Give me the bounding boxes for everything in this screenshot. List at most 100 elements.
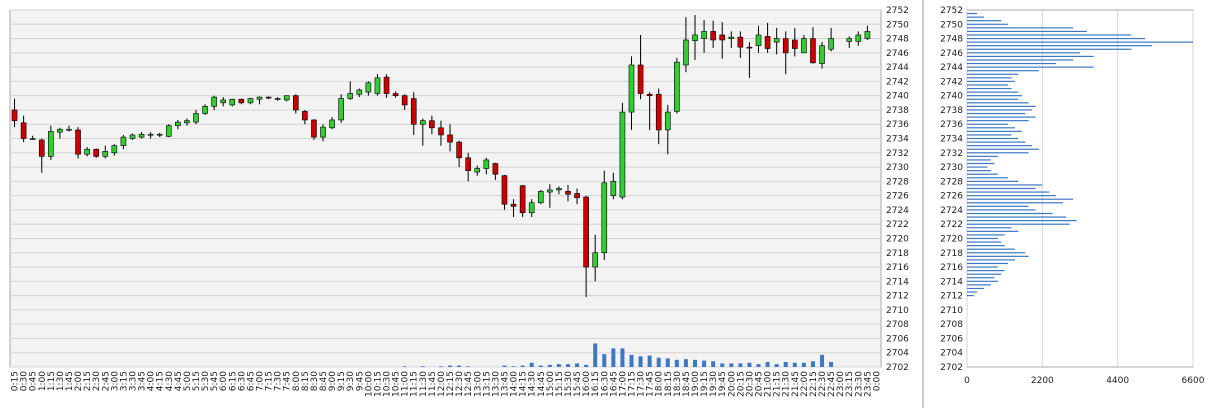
time-tick-label: 10:45 <box>392 371 402 397</box>
profile-price-tick-label: 2740 <box>940 92 963 102</box>
profile-bar <box>967 216 1067 218</box>
time-tick-label: 7:45 <box>283 371 293 391</box>
profile-bar <box>967 95 1022 97</box>
time-tick-label: 3:30 <box>128 371 138 391</box>
time-tick-label: 2:30 <box>92 371 102 391</box>
time-tick-label: 23:00 <box>836 371 846 397</box>
candle-body <box>628 64 635 113</box>
candle-body <box>483 159 490 169</box>
profile-price-tick-label: 2726 <box>940 192 963 202</box>
time-tick-label: 4:45 <box>174 371 184 391</box>
time-tick-label: 22:15 <box>809 371 819 397</box>
time-tick-label: 1:30 <box>56 371 66 391</box>
profile-bar <box>967 77 1012 79</box>
volume-bar <box>702 360 707 367</box>
volume-bar <box>792 362 797 367</box>
candle-body <box>755 34 762 47</box>
profile-bar <box>967 202 1063 204</box>
time-tick-label: 17:15 <box>627 371 637 397</box>
volume-bar <box>738 363 743 367</box>
candle-body <box>864 31 871 39</box>
time-tick-label: 17:00 <box>618 371 628 397</box>
time-tick-label: 4:00 <box>147 371 157 391</box>
time-tick-label: 3:00 <box>110 371 120 391</box>
candle-body <box>175 121 181 126</box>
profile-bar <box>967 30 1087 33</box>
profile-bar <box>967 291 978 293</box>
candle-body <box>664 111 671 131</box>
time-tick-label: 6:45 <box>246 371 256 391</box>
time-tick-label: 17:30 <box>637 371 647 397</box>
time-tick-label: 15:30 <box>564 371 574 397</box>
profile-bar <box>967 84 1009 86</box>
time-tick-label: 4:30 <box>165 371 175 391</box>
time-tick-label: 10:30 <box>383 371 393 397</box>
profile-bar <box>967 170 991 172</box>
time-tick-label: 23:30 <box>854 371 864 397</box>
time-tick-label: 18:45 <box>682 371 692 397</box>
profile-bar <box>967 137 1019 140</box>
candle-body <box>147 133 154 136</box>
profile-bar <box>967 230 1019 232</box>
time-tick-label: 15:15 <box>555 371 565 397</box>
profile-bar <box>967 141 1026 143</box>
volume-bar <box>457 365 462 367</box>
volume-bar <box>720 363 725 367</box>
candle-body <box>392 93 399 96</box>
profile-bar <box>967 198 1074 200</box>
time-tick-label: 20:30 <box>745 371 755 397</box>
time-tick-label: 9:00 <box>328 371 338 391</box>
time-tick-label: 1:15 <box>47 371 57 391</box>
profile-price-tick-label: 2746 <box>940 49 963 59</box>
time-tick-label: 20:45 <box>755 371 765 397</box>
candle-body <box>383 76 390 94</box>
candle-body <box>556 188 562 191</box>
candle-body <box>211 96 217 107</box>
time-tick-label: 16:15 <box>591 371 601 397</box>
candle-body <box>57 128 63 133</box>
time-tick-label: 5:45 <box>210 371 220 391</box>
time-tick-label: 12:30 <box>455 371 465 397</box>
profile-price-tick-label: 2714 <box>940 277 963 287</box>
profile-bar <box>967 180 1019 182</box>
price-tick-label: 2726 <box>886 192 909 202</box>
volume-bar <box>774 364 779 367</box>
time-tick-label: 2:00 <box>74 371 84 391</box>
profile-price-tick-label: 2744 <box>940 63 963 73</box>
candle-body <box>782 38 789 54</box>
volume-bar <box>402 366 407 367</box>
volume-bar <box>529 362 534 367</box>
time-tick-label: 9:30 <box>346 371 356 391</box>
profile-bar <box>967 166 988 168</box>
profile-bar <box>967 59 1074 61</box>
price-tick-label: 2750 <box>886 20 909 30</box>
candle-body <box>646 93 653 96</box>
time-tick-label: 18:15 <box>664 371 674 397</box>
profile-bar <box>967 187 1036 190</box>
time-tick-label: 17:45 <box>646 371 656 397</box>
volume-bar <box>765 362 770 367</box>
candle-body <box>165 125 172 137</box>
time-tick-label: 11:15 <box>410 371 420 397</box>
price-tick-label: 2714 <box>886 277 909 287</box>
time-tick-label: 5:00 <box>183 371 193 391</box>
profile-price-tick-label: 2734 <box>940 135 963 145</box>
time-tick-label: 11:00 <box>401 371 411 397</box>
profile-price-tick-label: 2738 <box>940 106 963 116</box>
candle-body <box>120 136 127 146</box>
candle-body <box>637 64 644 94</box>
candle-body <box>710 31 716 41</box>
profile-bar <box>967 34 1132 36</box>
time-tick-label: 19:30 <box>709 371 719 397</box>
time-tick-label: 12:00 <box>437 371 447 397</box>
volume-bar <box>511 366 516 367</box>
candle-body <box>619 111 626 198</box>
candle-body <box>274 98 281 100</box>
time-tick-label: 6:00 <box>219 371 229 391</box>
price-tick-label: 2704 <box>886 349 909 359</box>
volume-bars <box>402 343 834 367</box>
volume-bar <box>747 362 752 367</box>
profile-volume-tick-label: 4400 <box>1106 376 1129 386</box>
time-tick-label: 22:30 <box>818 371 828 397</box>
